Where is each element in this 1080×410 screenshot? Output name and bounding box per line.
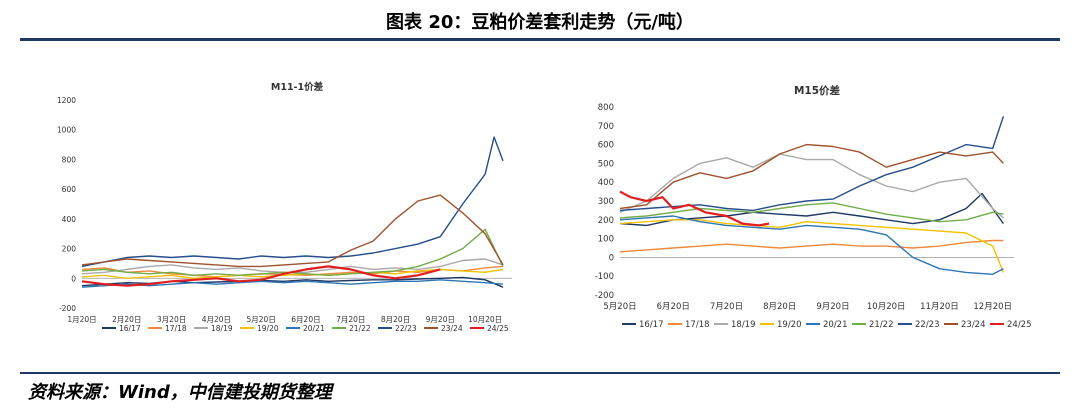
x-tick-label: 9月20日 — [816, 302, 849, 312]
x-tick-label: 8月20日 — [381, 315, 410, 324]
series-line-24-25 — [619, 190, 770, 227]
legend-label: 24/25 — [487, 324, 509, 333]
m15-spread-chart: M15价差 -200 -100 0 100 200 300 400 500 600 700 800 5月… — [595, 84, 1032, 330]
y-tick-label: -200 — [59, 304, 76, 313]
y-tick-label: 200 — [598, 216, 614, 226]
series-line-16-17 — [619, 192, 1004, 227]
x-tick-label: 6月20日 — [291, 315, 320, 324]
y-tick-label: 1200 — [57, 96, 76, 105]
x-tick-label: 3月20日 — [157, 315, 186, 324]
x-tick-label: 9月20日 — [426, 315, 455, 324]
y-tick-label: 800 — [598, 103, 614, 113]
legend-label: 18/19 — [731, 320, 756, 330]
y-tick-label: -200 — [595, 291, 614, 301]
y-tick-label: 600 — [598, 141, 614, 151]
y-tick-label: 600 — [62, 185, 77, 194]
legend-label: 20/21 — [823, 320, 848, 330]
y-tick-label: 200 — [62, 245, 77, 254]
series-line-17-18 — [619, 239, 1004, 253]
legend-label: 21/22 — [349, 324, 371, 333]
legend-label: 23/24 — [441, 324, 463, 333]
x-tick-label: 5月20日 — [603, 302, 636, 312]
legend-label: 19/20 — [777, 320, 802, 330]
legend-label: 23/24 — [961, 320, 986, 330]
x-tick-label: 2月20日 — [112, 315, 141, 324]
series-line-22-23 — [619, 116, 1005, 212]
figure-title: 图表 20：豆粕价差套利走势（元/吨） — [386, 12, 694, 33]
y-tick-label: 700 — [598, 122, 614, 132]
source-divider — [20, 372, 1060, 374]
x-tick-label: 10月20日 — [867, 302, 906, 312]
series-line-23-24 — [81, 194, 504, 268]
y-tick-label: 400 — [598, 178, 614, 188]
m11-1-spread-chart: M11-1价差 -200 0 200 400 600 800 1000 1200 1月20日 2月2… — [57, 81, 512, 333]
y-tick-label: 0 — [71, 274, 76, 283]
y-tick-label: 400 — [62, 215, 77, 224]
x-tick-label: 7月20日 — [710, 302, 743, 312]
y-tick-label: 300 — [598, 197, 614, 207]
x-tick-label: 8月20日 — [763, 302, 796, 312]
y-tick-label: 1000 — [57, 126, 76, 135]
legend-label: 18/19 — [211, 324, 233, 333]
series-line-21-22 — [619, 202, 1004, 223]
y-tick-label: -100 — [595, 272, 614, 282]
y-tick-label: 500 — [598, 159, 614, 169]
series-line-20-21 — [619, 215, 1004, 276]
legend-label: 21/22 — [869, 320, 894, 330]
source-note: 资料来源：Wind，中信建投期货整理 — [28, 382, 332, 403]
chart-title: M11-1价差 — [271, 81, 324, 93]
series-line-23-24 — [619, 143, 1004, 210]
x-tick-label: 1月20日 — [67, 315, 96, 324]
legend-label: 16/17 — [119, 324, 141, 333]
legend-label: 17/18 — [685, 320, 710, 330]
series-line-21-22 — [81, 228, 504, 277]
x-tick-label: 5月20日 — [247, 315, 276, 324]
series-line-22-23 — [81, 136, 504, 268]
legend-label: 17/18 — [165, 324, 187, 333]
x-tick-label: 4月20日 — [202, 315, 231, 324]
series-line-19-20 — [619, 219, 1005, 273]
series-line-20-21 — [81, 279, 504, 288]
legend-label: 24/25 — [1007, 320, 1032, 330]
legend-label: 22/23 — [395, 324, 417, 333]
x-tick-label: 12月20日 — [973, 302, 1012, 312]
y-tick-label: 0 — [609, 253, 614, 263]
series-line-18-19 — [619, 153, 1004, 219]
legend-label: 20/21 — [303, 324, 325, 333]
legend-label: 22/23 — [915, 320, 940, 330]
y-tick-label: 800 — [62, 155, 77, 164]
x-tick-label: 11月20日 — [920, 302, 959, 312]
series-line-24-25 — [81, 265, 441, 287]
title-divider — [20, 38, 1060, 41]
x-tick-label: 10月20日 — [468, 315, 502, 324]
legend-label: 16/17 — [639, 320, 664, 330]
chart-title: M15价差 — [794, 84, 841, 97]
x-tick-label: 6月20日 — [657, 302, 690, 312]
y-tick-label: 100 — [598, 235, 614, 245]
x-tick-label: 7月20日 — [336, 315, 365, 324]
legend-label: 19/20 — [257, 324, 279, 333]
